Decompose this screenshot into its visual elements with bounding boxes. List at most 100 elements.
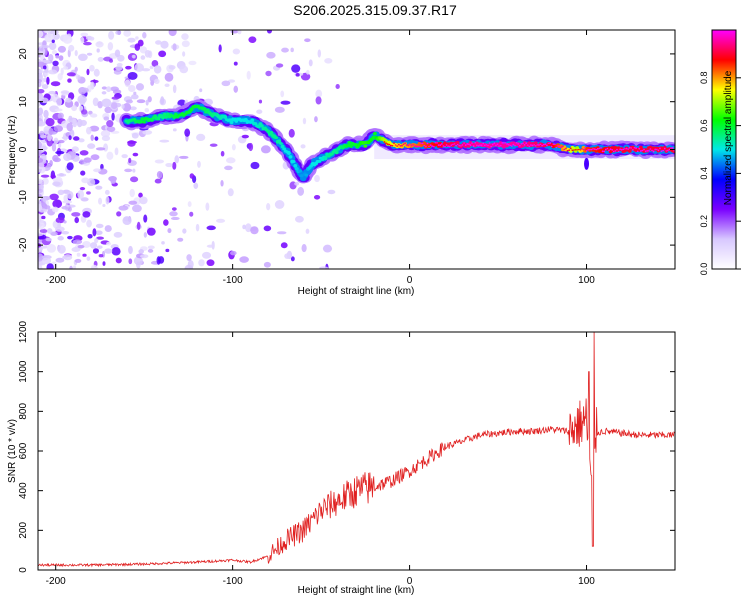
noise-blob bbox=[41, 215, 46, 220]
noise-blob bbox=[52, 199, 63, 209]
ridge-mark bbox=[518, 144, 521, 147]
noise-blob bbox=[160, 40, 169, 49]
noise-blob bbox=[165, 162, 173, 168]
noise-blob bbox=[92, 228, 97, 237]
noise-blob bbox=[40, 174, 50, 178]
noise-blob bbox=[205, 202, 210, 211]
noise-blob bbox=[88, 110, 93, 115]
snr-y-tick-label: 200 bbox=[18, 522, 29, 539]
noise-blob bbox=[94, 238, 99, 244]
noise-blob bbox=[140, 55, 146, 60]
noise-blob bbox=[147, 248, 154, 253]
ridge-mark bbox=[490, 145, 493, 148]
noise-blob bbox=[50, 231, 58, 236]
ridge-mark bbox=[598, 147, 601, 150]
ridge-mark bbox=[523, 143, 526, 146]
noise-blob bbox=[63, 153, 72, 162]
spectrogram-y-label: Frequency (Hz) bbox=[7, 116, 18, 185]
noise-blob bbox=[115, 65, 123, 71]
noise-blob bbox=[98, 197, 103, 205]
noise-blob bbox=[128, 258, 133, 265]
ridge-mark bbox=[401, 144, 403, 147]
noise-blob bbox=[130, 176, 139, 183]
ridge-mark bbox=[409, 143, 411, 145]
noise-blob bbox=[143, 214, 148, 223]
ridge-mark bbox=[624, 148, 626, 150]
ridge-mark bbox=[592, 148, 594, 150]
noise-blob bbox=[52, 206, 59, 213]
noise-blob bbox=[58, 142, 62, 148]
noise-blob bbox=[129, 106, 137, 111]
ridge-mark bbox=[472, 145, 475, 148]
ridge-mark bbox=[455, 144, 457, 147]
noise-blob bbox=[58, 173, 64, 177]
noise-blob bbox=[115, 30, 122, 35]
noise-blob bbox=[92, 248, 100, 254]
ridge-mark bbox=[585, 149, 588, 152]
noise-blob bbox=[69, 265, 73, 269]
noise-blob bbox=[258, 99, 263, 104]
noise-blob bbox=[48, 42, 57, 50]
ridge-mark bbox=[161, 116, 166, 120]
noise-blob bbox=[38, 158, 44, 163]
colorbar-ticks: 0.0 0.2 0.4 0.6 0.8 bbox=[699, 72, 741, 275]
spectrogram-y-tick-label: -10 bbox=[18, 190, 29, 205]
noise-blob bbox=[74, 258, 82, 263]
noise-blob bbox=[52, 181, 61, 187]
noise-blob bbox=[206, 259, 215, 267]
ridge-mark bbox=[565, 147, 567, 150]
noise-blob bbox=[90, 134, 94, 141]
ridge-mark bbox=[590, 148, 593, 151]
noise-blob bbox=[139, 196, 148, 205]
noise-blob bbox=[136, 221, 141, 231]
ridge-mark bbox=[467, 143, 470, 146]
noise-blob bbox=[90, 154, 100, 161]
spectrogram-x-tick-label: 0 bbox=[407, 275, 413, 286]
noise-blob bbox=[40, 182, 44, 191]
noise-blob bbox=[49, 193, 59, 201]
ridge-mark bbox=[304, 173, 309, 177]
noise-blob bbox=[65, 97, 72, 103]
ridge-mark bbox=[614, 150, 617, 152]
ridge-mark bbox=[510, 145, 513, 147]
noise-blob bbox=[157, 256, 165, 264]
noise-blob bbox=[56, 97, 63, 107]
noise-blob bbox=[290, 256, 295, 262]
ridge-mark bbox=[291, 160, 296, 163]
noise-blob bbox=[302, 117, 307, 125]
ridge-mark bbox=[389, 144, 392, 147]
noise-blob bbox=[95, 230, 103, 236]
noise-blob bbox=[195, 223, 200, 232]
noise-blob bbox=[263, 225, 272, 232]
ridge-mark bbox=[595, 148, 598, 151]
noise-blob bbox=[147, 96, 152, 103]
noise-blob bbox=[38, 30, 44, 39]
ridge-mark bbox=[577, 148, 580, 151]
noise-blob bbox=[294, 215, 304, 223]
noise-blob bbox=[122, 103, 132, 112]
ridge-mark bbox=[499, 144, 502, 147]
ridge-mark bbox=[647, 149, 650, 152]
ridge-mark bbox=[638, 147, 641, 150]
ridge-mark bbox=[616, 148, 618, 151]
ridge-mark bbox=[448, 145, 451, 148]
noise-blob bbox=[145, 99, 149, 106]
ridge-mark bbox=[553, 143, 556, 146]
spectrogram-y-tick-label: 10 bbox=[18, 96, 29, 108]
ridge-mark bbox=[453, 143, 456, 145]
noise-blob bbox=[227, 188, 234, 197]
ridge-mark bbox=[250, 118, 255, 123]
noise-blob bbox=[94, 136, 99, 141]
noise-blob bbox=[171, 207, 177, 211]
noise-blob bbox=[79, 150, 89, 156]
ridge-mark bbox=[464, 144, 467, 147]
ridge-mark bbox=[444, 145, 446, 148]
noise-blob bbox=[133, 91, 137, 95]
ridge-mark bbox=[557, 145, 559, 147]
noise-blob bbox=[221, 80, 231, 87]
snr-x-ticks: -200 -100 0 100 bbox=[46, 332, 595, 587]
noise-blob bbox=[71, 146, 79, 153]
colorbar-tick-label: 0.6 bbox=[699, 119, 709, 132]
noise-blob bbox=[284, 253, 291, 259]
